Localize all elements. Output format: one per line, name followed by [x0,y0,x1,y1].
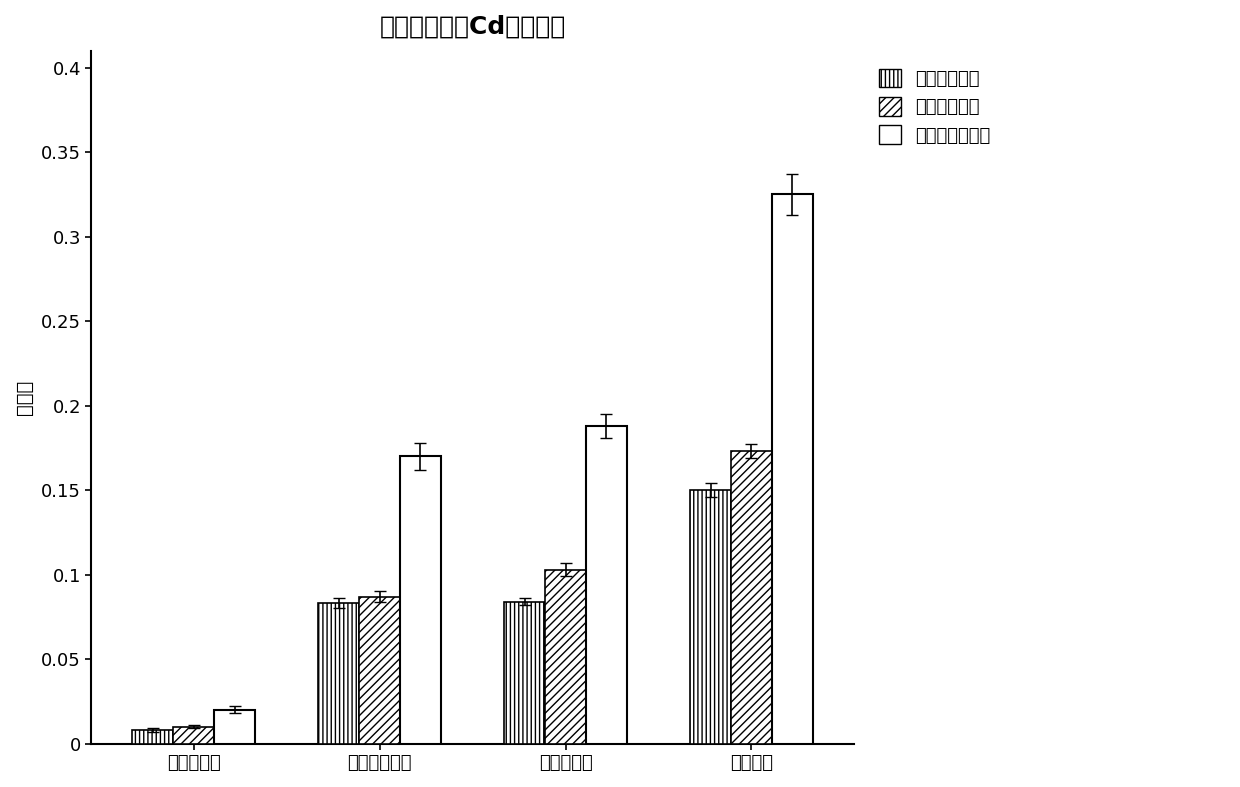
Bar [319,604,360,744]
Bar [215,710,255,744]
Bar [133,730,174,744]
Bar [691,490,732,744]
Bar [174,726,215,744]
Bar [505,601,546,744]
Bar [401,456,441,744]
Bar [360,597,401,744]
Bar [587,426,627,744]
Y-axis label: 去除率: 去除率 [15,379,33,415]
Title: 两年间土壤中Cd的去除率: 两年间土壤中Cd的去除率 [379,15,565,39]
Bar [546,570,587,744]
Bar [773,194,813,744]
Legend: 第一年去除率, 第二年去除率, 两年后总去除率: 第一年去除率, 第二年去除率, 两年后总去除率 [870,60,999,153]
Bar [732,451,773,744]
